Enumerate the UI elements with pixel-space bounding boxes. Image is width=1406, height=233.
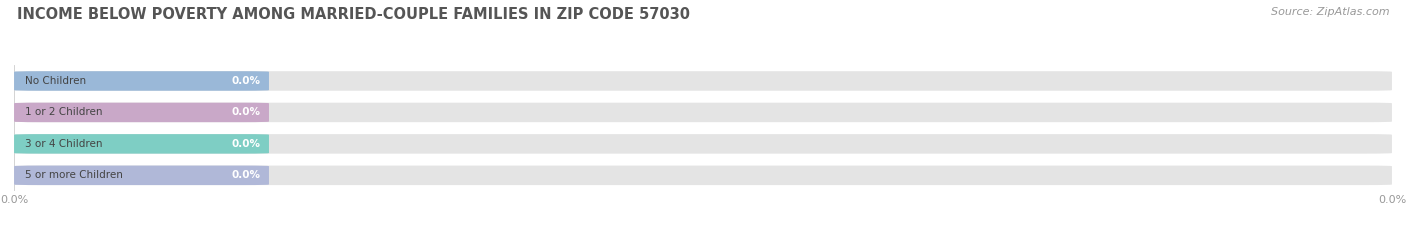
Text: 0.0%: 0.0% bbox=[232, 76, 260, 86]
Text: INCOME BELOW POVERTY AMONG MARRIED-COUPLE FAMILIES IN ZIP CODE 57030: INCOME BELOW POVERTY AMONG MARRIED-COUPL… bbox=[17, 7, 690, 22]
Text: 0.0%: 0.0% bbox=[232, 170, 260, 180]
FancyBboxPatch shape bbox=[14, 166, 269, 185]
Text: 5 or more Children: 5 or more Children bbox=[25, 170, 122, 180]
FancyBboxPatch shape bbox=[14, 103, 1392, 122]
Text: Source: ZipAtlas.com: Source: ZipAtlas.com bbox=[1271, 7, 1389, 17]
FancyBboxPatch shape bbox=[14, 134, 269, 154]
FancyBboxPatch shape bbox=[14, 103, 269, 122]
Text: 1 or 2 Children: 1 or 2 Children bbox=[25, 107, 103, 117]
FancyBboxPatch shape bbox=[14, 166, 1392, 185]
Text: No Children: No Children bbox=[25, 76, 86, 86]
Text: 0.0%: 0.0% bbox=[232, 107, 260, 117]
Text: 0.0%: 0.0% bbox=[232, 139, 260, 149]
FancyBboxPatch shape bbox=[14, 134, 1392, 154]
Text: 3 or 4 Children: 3 or 4 Children bbox=[25, 139, 103, 149]
FancyBboxPatch shape bbox=[14, 71, 1392, 91]
FancyBboxPatch shape bbox=[14, 71, 269, 91]
